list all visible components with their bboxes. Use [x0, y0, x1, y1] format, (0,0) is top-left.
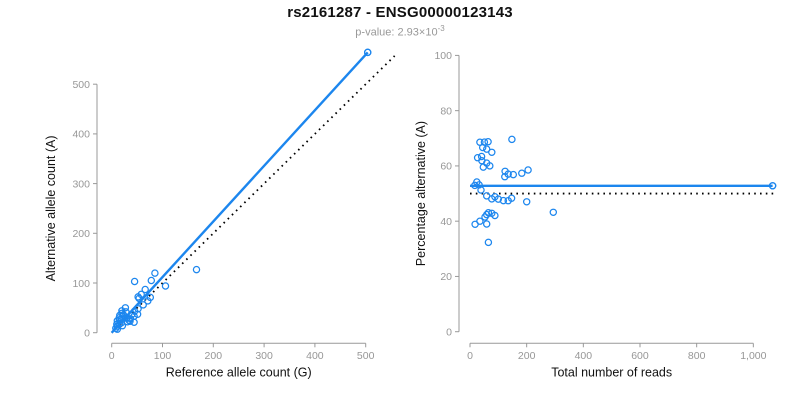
data-point-percentage — [507, 194, 516, 202]
x-tick-label: 500 — [357, 350, 375, 362]
data-point-allele-counts — [137, 290, 145, 299]
x-tick-label: 400 — [306, 350, 324, 362]
identity-line-dotted — [111, 55, 396, 334]
data-point-percentage — [471, 220, 479, 229]
x-tick-label: 300 — [255, 350, 273, 362]
x-tick-label: 400 — [575, 350, 593, 362]
fit-line-blue — [110, 51, 369, 334]
data-point-percentage — [509, 170, 518, 179]
y-tick-label: 500 — [72, 79, 90, 91]
data-point-allele-counts — [141, 285, 149, 294]
data-point-allele-counts — [118, 309, 126, 318]
data-point-percentage — [524, 166, 532, 174]
x-tick-label: 200 — [205, 350, 223, 362]
data-point-percentage — [486, 162, 494, 170]
outlier-point-percentage — [768, 182, 777, 190]
x-tick-label: 600 — [631, 350, 649, 362]
data-point-percentage — [482, 220, 491, 228]
data-point-allele-counts — [151, 269, 159, 277]
y-tick-label: 100 — [72, 278, 90, 290]
x-tick-label: 0 — [467, 350, 473, 362]
data-point-percentage — [478, 143, 487, 152]
p-value-text: p-value: 2.93×10 — [355, 26, 438, 39]
y-axis-title: Percentage alternative (A) — [414, 121, 428, 266]
data-point-percentage — [484, 137, 492, 146]
data-point-allele-counts — [126, 317, 134, 326]
data-point-percentage — [481, 213, 489, 221]
y-tick-label: 300 — [72, 178, 90, 190]
data-point-percentage — [549, 208, 558, 217]
x-tick-label: 100 — [154, 350, 172, 362]
outlier-point-allele-counts — [363, 48, 372, 57]
y-axis-title: Alternative allele count (A) — [44, 135, 58, 281]
data-point-allele-counts — [112, 324, 120, 332]
data-point-percentage — [491, 211, 499, 220]
y-tick-label: 20 — [440, 271, 452, 283]
data-point-percentage — [518, 169, 526, 177]
p-value-exponent: -3 — [437, 24, 445, 33]
data-point-percentage — [508, 135, 516, 144]
data-point-allele-counts — [192, 265, 201, 274]
data-point-allele-counts — [133, 310, 142, 319]
data-point-percentage — [522, 198, 531, 206]
data-point-percentage — [482, 145, 491, 153]
data-point-percentage — [477, 152, 486, 161]
page-title: rs2161287 - ENSG00000123143 — [287, 4, 513, 21]
data-point-allele-counts — [139, 301, 147, 309]
y-tick-label: 60 — [440, 161, 452, 173]
y-tick-label: 0 — [84, 328, 90, 340]
y-tick-label: 0 — [446, 327, 452, 339]
data-point-allele-counts — [146, 293, 155, 302]
data-point-allele-counts — [121, 304, 130, 312]
left-panel-allele-counts: 0 100 200 300 400 500 0 100 200 300 400 500 Referenc… — [44, 48, 396, 379]
y-tick-label: 40 — [440, 216, 452, 228]
data-point-percentage — [494, 195, 503, 203]
x-axis-title: Reference allele count (G) — [166, 365, 312, 379]
p-value-subtitle: p-value: 2.93×10-3 — [0, 24, 800, 39]
data-point-percentage — [488, 148, 496, 157]
data-point-percentage — [499, 196, 508, 205]
data-point-allele-counts — [130, 277, 139, 286]
plot-header: rs2161287 - ENSG00000123143 p-value: 2.9… — [0, 4, 800, 39]
y-tick-label: 200 — [72, 228, 90, 240]
data-point-allele-counts — [147, 276, 156, 285]
y-tick-label: 400 — [72, 129, 90, 141]
y-tick-label: 100 — [434, 50, 452, 62]
x-tick-label: 800 — [688, 350, 706, 362]
data-point-percentage — [501, 172, 509, 181]
data-point-percentage — [484, 238, 493, 247]
data-point-percentage — [479, 163, 488, 171]
x-axis-title: Total number of reads — [551, 365, 672, 379]
x-tick-label: 0 — [109, 350, 115, 362]
y-tick-label: 80 — [440, 105, 452, 117]
x-tick-label: 1,000 — [740, 350, 766, 362]
right-panel-percentage: 0 20 40 60 80 100 0 200 400 600 800 1,000 Total numb… — [414, 50, 777, 379]
x-tick-label: 200 — [518, 350, 536, 362]
data-point-allele-counts — [130, 318, 138, 327]
data-point-allele-counts — [161, 282, 170, 290]
